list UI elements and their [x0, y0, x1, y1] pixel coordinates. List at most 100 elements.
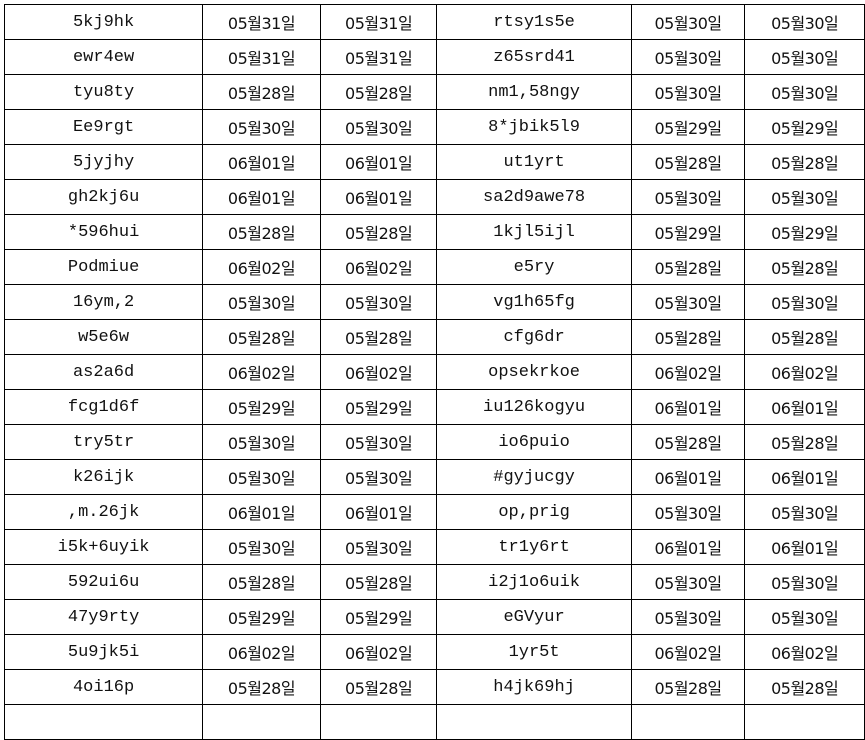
date-cell[interactable]: 06월01일 [319, 179, 438, 215]
date-cell[interactable]: 05월30일 [630, 599, 746, 635]
date-cell[interactable]: 05월28일 [202, 669, 321, 705]
date-cell[interactable]: 06월01일 [202, 494, 321, 530]
code-cell[interactable]: 1kjl5ijl [436, 214, 632, 250]
code-cell[interactable]: ewr4ew [3, 39, 204, 75]
date-cell[interactable]: 06월02일 [319, 354, 438, 390]
date-cell[interactable]: 05월29일 [630, 109, 746, 145]
code-cell[interactable]: #gyjucgy [436, 459, 632, 495]
code-cell[interactable]: 5jyjhy [3, 144, 204, 180]
date-cell[interactable]: 06월01일 [319, 144, 438, 180]
date-cell[interactable]: 05월28일 [630, 669, 746, 705]
date-cell[interactable]: 06월01일 [319, 494, 438, 530]
date-cell[interactable]: 05월30일 [744, 179, 865, 215]
date-cell[interactable]: 06월02일 [319, 634, 438, 670]
date-cell[interactable]: 06월01일 [744, 529, 865, 565]
date-cell[interactable]: 05월29일 [319, 599, 438, 635]
code-cell[interactable]: 1yr5t [436, 634, 632, 670]
date-cell[interactable]: 05월31일 [319, 39, 438, 75]
date-cell[interactable]: 05월28일 [319, 669, 438, 705]
date-cell[interactable]: 05월28일 [630, 249, 746, 285]
date-cell[interactable]: 06월02일 [630, 634, 746, 670]
code-cell[interactable]: i5k+6uyik [3, 529, 204, 565]
date-cell[interactable]: 05월30일 [319, 284, 438, 320]
code-cell[interactable]: 4oi16p [3, 669, 204, 705]
code-cell[interactable]: sa2d9awe78 [436, 179, 632, 215]
date-cell[interactable]: 05월30일 [202, 424, 321, 460]
date-cell[interactable]: 06월01일 [202, 179, 321, 215]
date-cell[interactable]: 05월30일 [744, 494, 865, 530]
date-cell[interactable]: 05월28일 [202, 214, 321, 250]
date-cell[interactable]: 05월30일 [744, 599, 865, 635]
code-cell[interactable]: vg1h65fg [436, 284, 632, 320]
date-cell[interactable]: 05월30일 [630, 284, 746, 320]
date-cell[interactable]: 05월29일 [319, 389, 438, 425]
date-cell[interactable]: 05월30일 [319, 529, 438, 565]
date-cell[interactable]: 05월29일 [202, 389, 321, 425]
date-cell[interactable]: 05월30일 [630, 494, 746, 530]
date-cell[interactable]: 05월28일 [319, 74, 438, 110]
date-cell[interactable]: 05월29일 [202, 599, 321, 635]
code-cell[interactable]: 592ui6u [3, 564, 204, 600]
date-cell[interactable]: 06월02일 [744, 354, 865, 390]
date-cell[interactable]: 05월28일 [630, 424, 746, 460]
date-cell[interactable]: 05월28일 [202, 564, 321, 600]
code-cell[interactable]: op,prig [436, 494, 632, 530]
code-cell[interactable]: Podmiue [3, 249, 204, 285]
date-cell[interactable]: 06월01일 [630, 529, 746, 565]
date-cell[interactable]: 06월02일 [202, 354, 321, 390]
code-cell[interactable]: Ee9rgt [3, 109, 204, 145]
date-cell[interactable]: 06월02일 [319, 249, 438, 285]
code-cell[interactable]: try5tr [3, 424, 204, 460]
date-cell[interactable]: 06월01일 [630, 459, 746, 495]
code-cell[interactable]: gh2kj6u [3, 179, 204, 215]
date-cell[interactable]: 05월29일 [630, 214, 746, 250]
code-cell[interactable]: 47y9rty [3, 599, 204, 635]
code-cell[interactable]: rtsy1s5e [436, 4, 632, 40]
date-cell[interactable]: 06월02일 [202, 249, 321, 285]
date-cell[interactable]: 05월30일 [202, 109, 321, 145]
date-cell[interactable]: 05월29일 [744, 214, 865, 250]
date-cell[interactable]: 05월28일 [202, 319, 321, 355]
date-cell[interactable]: 05월30일 [744, 284, 865, 320]
date-cell[interactable]: 06월01일 [630, 389, 746, 425]
date-cell[interactable]: 05월30일 [630, 39, 746, 75]
date-cell[interactable]: 05월30일 [202, 459, 321, 495]
date-cell[interactable]: 05월28일 [630, 319, 746, 355]
date-cell[interactable]: 06월02일 [744, 634, 865, 670]
code-cell[interactable]: opsekrkoe [436, 354, 632, 390]
code-cell[interactable]: w5e6w [3, 319, 204, 355]
code-cell[interactable]: iu126kogyu [436, 389, 632, 425]
date-cell[interactable]: 05월28일 [202, 74, 321, 110]
code-cell[interactable]: ut1yrt [436, 144, 632, 180]
date-cell[interactable]: 05월30일 [630, 564, 746, 600]
date-cell[interactable]: 05월30일 [202, 529, 321, 565]
code-cell[interactable]: 16ym,2 [3, 284, 204, 320]
date-cell[interactable]: 05월30일 [630, 4, 746, 40]
date-cell[interactable]: 05월28일 [319, 564, 438, 600]
date-cell[interactable]: 05월30일 [744, 74, 865, 110]
code-cell[interactable]: io6puio [436, 424, 632, 460]
date-cell[interactable]: 05월30일 [319, 109, 438, 145]
code-cell[interactable]: 5u9jk5i [3, 634, 204, 670]
date-cell[interactable]: 05월28일 [744, 249, 865, 285]
code-cell[interactable]: ,m.26jk [3, 494, 204, 530]
date-cell[interactable]: 05월28일 [744, 144, 865, 180]
date-cell[interactable]: 05월30일 [319, 459, 438, 495]
date-cell[interactable]: 06월01일 [202, 144, 321, 180]
code-cell[interactable]: 5kj9hk [3, 4, 204, 40]
date-cell[interactable]: 05월30일 [744, 4, 865, 40]
date-cell[interactable]: 05월29일 [744, 109, 865, 145]
code-cell[interactable]: z65srd41 [436, 39, 632, 75]
code-cell[interactable]: cfg6dr [436, 319, 632, 355]
date-cell[interactable]: 05월30일 [744, 39, 865, 75]
date-cell[interactable]: 05월30일 [744, 564, 865, 600]
date-cell[interactable]: 05월30일 [630, 179, 746, 215]
code-cell[interactable]: nm1,58ngy [436, 74, 632, 110]
code-cell[interactable]: 8*jbik5l9 [436, 109, 632, 145]
code-cell[interactable]: i2j1o6uik [436, 564, 632, 600]
code-cell[interactable]: as2a6d [3, 354, 204, 390]
date-cell[interactable]: 05월30일 [319, 424, 438, 460]
code-cell[interactable]: fcg1d6f [3, 389, 204, 425]
date-cell[interactable]: 05월28일 [630, 144, 746, 180]
date-cell[interactable]: 05월28일 [319, 319, 438, 355]
